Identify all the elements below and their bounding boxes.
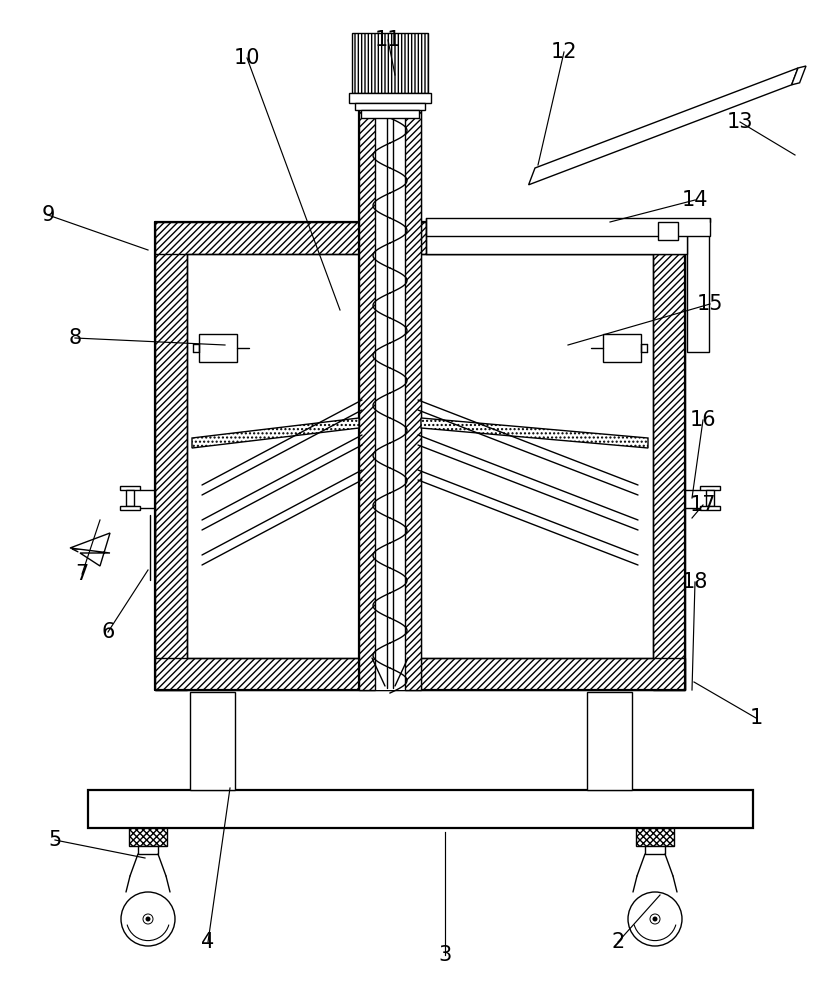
Bar <box>587 692 632 790</box>
Bar <box>706 490 714 506</box>
Text: 7: 7 <box>75 564 89 584</box>
Circle shape <box>653 916 657 922</box>
Text: 12: 12 <box>551 42 577 62</box>
Polygon shape <box>421 418 648 448</box>
Bar <box>199 334 237 362</box>
Bar <box>603 334 641 362</box>
Bar <box>120 506 140 510</box>
Text: 4: 4 <box>201 932 215 952</box>
Bar <box>88 790 753 828</box>
Bar <box>426 218 710 236</box>
Polygon shape <box>405 98 421 690</box>
Bar <box>129 828 167 846</box>
Bar <box>355 103 425 110</box>
Bar <box>361 110 419 118</box>
Bar <box>352 33 428 93</box>
Bar <box>658 222 678 240</box>
Bar <box>120 486 140 490</box>
Bar <box>700 486 720 490</box>
Text: 10: 10 <box>234 48 260 68</box>
Bar <box>375 98 405 690</box>
Text: 2: 2 <box>611 932 624 952</box>
Bar <box>645 846 665 854</box>
Text: 5: 5 <box>48 830 62 850</box>
Text: 17: 17 <box>690 495 716 515</box>
Polygon shape <box>528 68 798 185</box>
Text: 16: 16 <box>690 410 716 430</box>
Bar <box>349 93 431 103</box>
Polygon shape <box>792 66 806 85</box>
Circle shape <box>145 916 150 922</box>
Text: 9: 9 <box>41 205 54 225</box>
Bar <box>700 506 720 510</box>
Bar <box>687 222 709 352</box>
Bar <box>426 222 687 254</box>
Text: 6: 6 <box>101 622 115 642</box>
Bar <box>190 692 235 790</box>
Text: 13: 13 <box>726 112 753 132</box>
Bar <box>138 846 158 854</box>
Polygon shape <box>359 98 375 690</box>
Bar <box>636 828 674 846</box>
Text: 8: 8 <box>69 328 82 348</box>
Polygon shape <box>155 222 187 690</box>
Text: 1: 1 <box>749 708 762 728</box>
Polygon shape <box>192 418 359 448</box>
Polygon shape <box>70 533 110 566</box>
Text: 11: 11 <box>375 30 401 50</box>
Text: 14: 14 <box>681 190 708 210</box>
Bar <box>187 254 653 658</box>
Text: 15: 15 <box>696 294 723 314</box>
Text: 18: 18 <box>682 572 708 592</box>
Bar <box>126 490 134 506</box>
Polygon shape <box>155 222 685 254</box>
Polygon shape <box>155 658 685 690</box>
Text: 3: 3 <box>438 945 451 965</box>
Polygon shape <box>653 222 685 690</box>
